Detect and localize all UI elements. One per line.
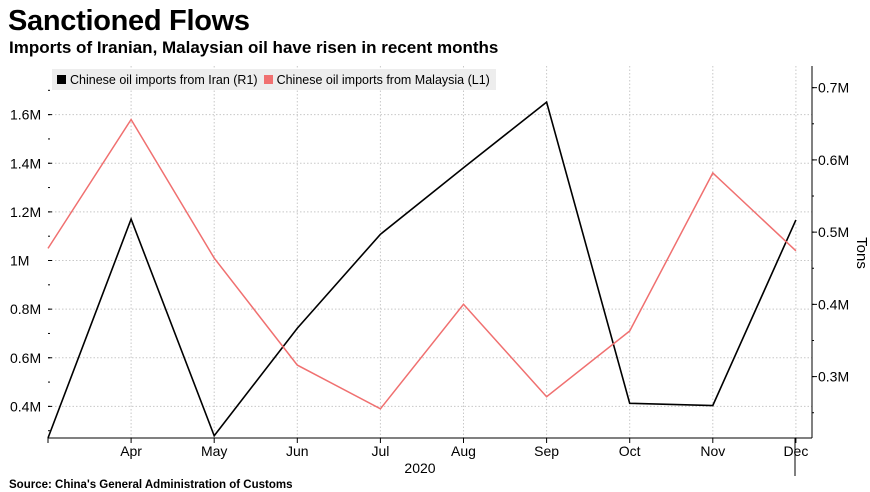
right-axis-tick-label: 0.5M: [818, 224, 849, 240]
legend-item-malaysia: Chinese oil imports from Malaysia (L1): [263, 72, 490, 87]
x-axis-tick-label: Jun: [286, 443, 309, 459]
series-line-iran: [47, 100, 797, 439]
left-axis-tick-label: 0.4M: [10, 398, 41, 414]
series-line-malaysia: [47, 118, 797, 410]
left-axis-tick-label: 1M: [10, 253, 29, 269]
right-axis-tick-label: 0.6M: [818, 152, 849, 168]
right-axis-tick-label: 0.4M: [818, 296, 849, 312]
x-axis-tick-label: May: [201, 443, 227, 459]
legend-swatch-iran: [57, 75, 66, 84]
right-axis-tick-label: 0.3M: [818, 369, 849, 385]
left-axis-tick-label: 1.2M: [10, 204, 41, 220]
left-axis-tick-label: 1.6M: [10, 107, 41, 123]
x-axis-tick-label: Jul: [371, 443, 389, 459]
chart-subtitle: Imports of Iranian, Malaysian oil have r…: [9, 38, 499, 57]
left-axis-tick-label: 0.6M: [10, 350, 41, 366]
x-axis-tick-label: Aug: [451, 443, 476, 459]
left-axis-tick-label: 0.8M: [10, 301, 41, 317]
legend-label-iran: Chinese oil imports from Iran (R1): [70, 72, 258, 87]
source-note: Source: China's General Administration o…: [9, 479, 293, 491]
left-axis-tick-label: 1.4M: [10, 155, 41, 171]
right-axis-label: Tons: [853, 237, 870, 269]
right-axis-tick-label: 0.7M: [818, 80, 849, 96]
x-axis-tick-label: Sep: [534, 443, 559, 459]
legend-label-malaysia: Chinese oil imports from Malaysia (L1): [276, 72, 490, 87]
chart-title: Sanctioned Flows: [8, 5, 250, 37]
legend: Chinese oil imports from Iran (R1) Chine…: [52, 69, 496, 90]
x-year-label: 2020: [404, 460, 435, 476]
x-axis-tick-label: Oct: [619, 443, 641, 459]
x-axis-tick-label: Nov: [700, 443, 725, 459]
legend-swatch-malaysia: [263, 75, 273, 84]
legend-item-iran: Chinese oil imports from Iran (R1): [57, 73, 258, 87]
x-axis-tick-label: Apr: [120, 443, 142, 459]
x-axis-tick-label: Dec: [783, 443, 808, 459]
